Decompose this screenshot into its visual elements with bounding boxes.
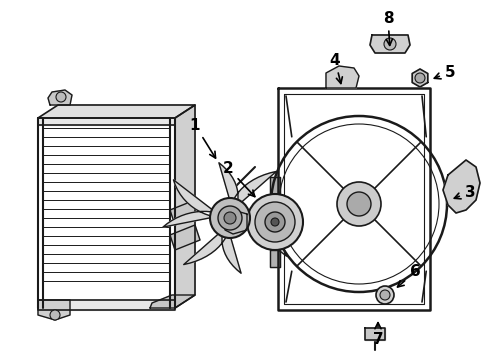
Polygon shape xyxy=(270,177,280,194)
Circle shape xyxy=(247,194,303,250)
Polygon shape xyxy=(163,180,216,227)
Text: 1: 1 xyxy=(190,117,216,158)
Polygon shape xyxy=(270,250,280,267)
Text: 5: 5 xyxy=(434,64,455,80)
Circle shape xyxy=(50,310,60,320)
Circle shape xyxy=(224,212,236,224)
Circle shape xyxy=(56,92,66,102)
Circle shape xyxy=(415,73,425,83)
Circle shape xyxy=(384,38,396,50)
Polygon shape xyxy=(48,90,72,105)
Circle shape xyxy=(380,290,390,300)
Polygon shape xyxy=(219,163,276,207)
Polygon shape xyxy=(170,200,200,225)
Circle shape xyxy=(218,206,242,230)
Polygon shape xyxy=(244,209,297,256)
Text: 4: 4 xyxy=(330,53,343,84)
Text: 3: 3 xyxy=(454,185,475,199)
Polygon shape xyxy=(175,105,195,308)
Polygon shape xyxy=(365,328,385,340)
Polygon shape xyxy=(150,295,195,308)
Circle shape xyxy=(210,198,250,238)
Polygon shape xyxy=(443,160,480,213)
Polygon shape xyxy=(38,118,175,125)
Text: 2: 2 xyxy=(222,161,255,197)
Polygon shape xyxy=(184,229,241,273)
Polygon shape xyxy=(38,300,70,320)
Polygon shape xyxy=(170,225,200,250)
Circle shape xyxy=(255,202,295,242)
Circle shape xyxy=(271,218,279,226)
Text: 8: 8 xyxy=(383,10,393,45)
Polygon shape xyxy=(412,69,428,87)
Circle shape xyxy=(347,192,371,216)
Circle shape xyxy=(376,286,394,304)
Text: 6: 6 xyxy=(397,265,420,287)
Text: 7: 7 xyxy=(373,323,383,347)
Circle shape xyxy=(337,182,381,226)
Polygon shape xyxy=(326,66,359,88)
Polygon shape xyxy=(225,210,247,234)
Polygon shape xyxy=(370,35,410,53)
Circle shape xyxy=(265,212,285,232)
Polygon shape xyxy=(38,105,195,118)
Polygon shape xyxy=(38,300,175,310)
